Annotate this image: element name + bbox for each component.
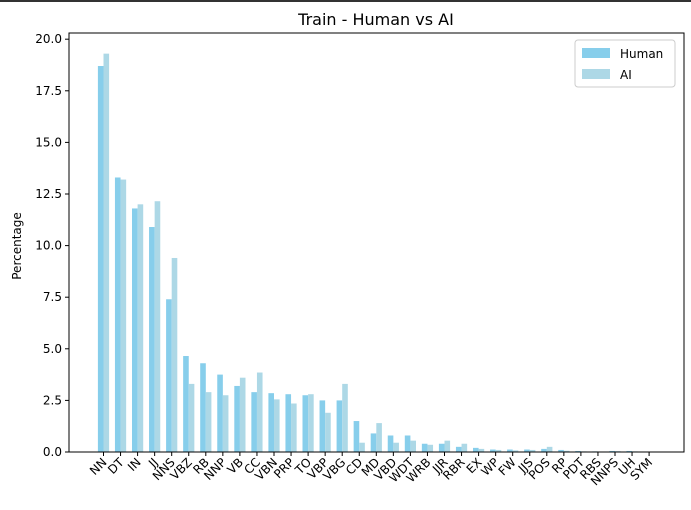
- bar-human-wp: [490, 449, 496, 452]
- plot-frame: [68, 32, 685, 453]
- bar-human-jjs: [524, 449, 530, 452]
- bar-ai-rb: [205, 392, 212, 452]
- bar-ai-md: [376, 423, 382, 452]
- bar-human-rbr: [455, 446, 462, 452]
- legend: Human AI: [574, 39, 676, 88]
- y-tick-label: 5.0: [43, 342, 62, 356]
- y-axis-label: Percentage: [10, 212, 24, 280]
- bar-human-dt: [114, 177, 121, 453]
- y-tick-label: 15.0: [35, 135, 62, 149]
- bar-human-vbn: [268, 393, 274, 452]
- bar-human-nnp: [217, 374, 223, 452]
- x-tick-label-dt: DT: [105, 455, 127, 477]
- y-tick-label: 10.0: [35, 239, 62, 253]
- bar-human-vbz: [183, 356, 189, 452]
- bar-human-nns: [166, 299, 172, 452]
- y-tick-label: 0.0: [43, 445, 62, 459]
- bar-ai-nnp: [222, 395, 229, 452]
- bar-human-vbp: [319, 400, 326, 452]
- bar-human-uh: [626, 450, 633, 452]
- bar-human-rp: [558, 449, 564, 452]
- bar-ai-cc: [256, 372, 263, 452]
- bar-ai-vb: [239, 377, 246, 452]
- bar-ai-nns: [171, 257, 178, 452]
- bar-ai-vbz: [188, 383, 195, 452]
- legend-label-human: Human: [620, 47, 663, 61]
- bar-human-nnps: [609, 450, 615, 452]
- bar-ai-vbn: [274, 399, 280, 452]
- bar-human-cd: [353, 421, 360, 452]
- chart-title: Train - Human vs AI: [297, 10, 454, 29]
- bar-ai-jjs: [529, 449, 536, 452]
- bar-ai-pos: [546, 446, 553, 452]
- bar-ai-jjr: [444, 440, 451, 452]
- bar-ai-rp: [563, 450, 570, 452]
- bar-human-nn: [97, 66, 104, 453]
- y-tick-label: 2.5: [43, 393, 62, 407]
- bar-ai-rbr: [461, 443, 468, 452]
- y-tick-label: 7.5: [43, 290, 62, 304]
- bar-human-wrb: [421, 443, 428, 452]
- bar-human-pos: [541, 448, 547, 452]
- bar-human-prp: [285, 394, 292, 452]
- bar-ai-prp: [291, 403, 297, 452]
- bar-human-jjr: [438, 443, 445, 452]
- bar-ai-fw: [512, 450, 519, 452]
- bar-human-cc: [251, 392, 257, 452]
- bar-human-jj: [149, 227, 155, 452]
- y-tick-label: 17.5: [35, 84, 62, 98]
- bar-ai-in: [137, 204, 144, 452]
- bar-ai-vbd: [393, 442, 399, 452]
- legend-label-ai: AI: [620, 68, 632, 82]
- y-tick-label: 12.5: [35, 187, 62, 201]
- y-axis-ticks: 0.0 2.5 5.0 7.5 10.0 12.5 15.0 17.5 20.0: [35, 32, 69, 459]
- bar-human-vb: [234, 385, 240, 452]
- bar-human-md: [370, 433, 377, 452]
- window-top-border: [0, 0, 691, 2]
- legend-swatch-human: [582, 48, 610, 58]
- bars-group: [97, 53, 655, 453]
- x-tick-label-in: IN: [125, 455, 144, 474]
- bar-human-vbg: [336, 400, 343, 452]
- bar-human-fw: [507, 449, 513, 452]
- bar-ai-wrb: [427, 444, 434, 452]
- bar-ai-to: [308, 394, 314, 452]
- bar-human-wdt: [404, 435, 411, 452]
- bar-human-vbd: [387, 435, 394, 452]
- bar-ai-nn: [103, 53, 110, 452]
- bar-ai-dt: [120, 179, 127, 453]
- bar-human-pdt: [575, 450, 581, 452]
- bar-ai-jj: [154, 201, 161, 452]
- bar-human-rb: [200, 363, 206, 452]
- y-tick-label: 20.0: [35, 32, 62, 46]
- legend-swatch-ai: [582, 69, 610, 79]
- bar-ai-vbp: [325, 412, 331, 452]
- bar-human-to: [302, 395, 309, 452]
- bar-ai-wdt: [410, 440, 416, 452]
- bar-human-in: [132, 208, 138, 452]
- bar-ai-wp: [495, 449, 502, 452]
- bar-ai-cd: [359, 442, 365, 452]
- bar-human-ex: [473, 447, 479, 452]
- bar-ai-vbg: [342, 383, 348, 452]
- bar-ai-ex: [478, 448, 485, 452]
